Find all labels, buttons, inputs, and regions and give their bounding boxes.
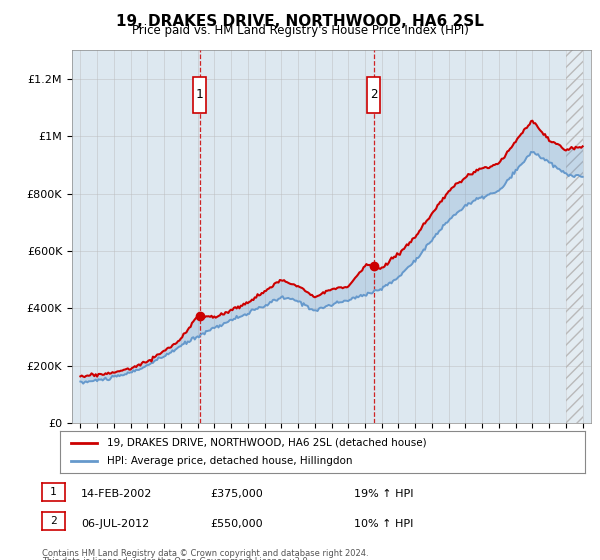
- Text: £550,000: £550,000: [210, 519, 263, 529]
- Text: HPI: Average price, detached house, Hillingdon: HPI: Average price, detached house, Hill…: [107, 456, 353, 466]
- Text: 19, DRAKES DRIVE, NORTHWOOD, HA6 2SL (detached house): 19, DRAKES DRIVE, NORTHWOOD, HA6 2SL (de…: [107, 438, 427, 448]
- FancyBboxPatch shape: [367, 77, 380, 113]
- Text: 1: 1: [50, 487, 57, 497]
- Text: Contains HM Land Registry data © Crown copyright and database right 2024.: Contains HM Land Registry data © Crown c…: [42, 549, 368, 558]
- FancyBboxPatch shape: [193, 77, 206, 113]
- Text: Price paid vs. HM Land Registry's House Price Index (HPI): Price paid vs. HM Land Registry's House …: [131, 24, 469, 37]
- Text: 14-FEB-2002: 14-FEB-2002: [81, 489, 152, 499]
- Text: This data is licensed under the Open Government Licence v3.0.: This data is licensed under the Open Gov…: [42, 557, 310, 560]
- Text: 19, DRAKES DRIVE, NORTHWOOD, HA6 2SL: 19, DRAKES DRIVE, NORTHWOOD, HA6 2SL: [116, 14, 484, 29]
- Text: £375,000: £375,000: [210, 489, 263, 499]
- Text: 06-JUL-2012: 06-JUL-2012: [81, 519, 149, 529]
- Text: 1: 1: [196, 88, 203, 101]
- Text: 10% ↑ HPI: 10% ↑ HPI: [354, 519, 413, 529]
- Text: 2: 2: [50, 516, 57, 526]
- Text: 2: 2: [370, 88, 377, 101]
- Text: 19% ↑ HPI: 19% ↑ HPI: [354, 489, 413, 499]
